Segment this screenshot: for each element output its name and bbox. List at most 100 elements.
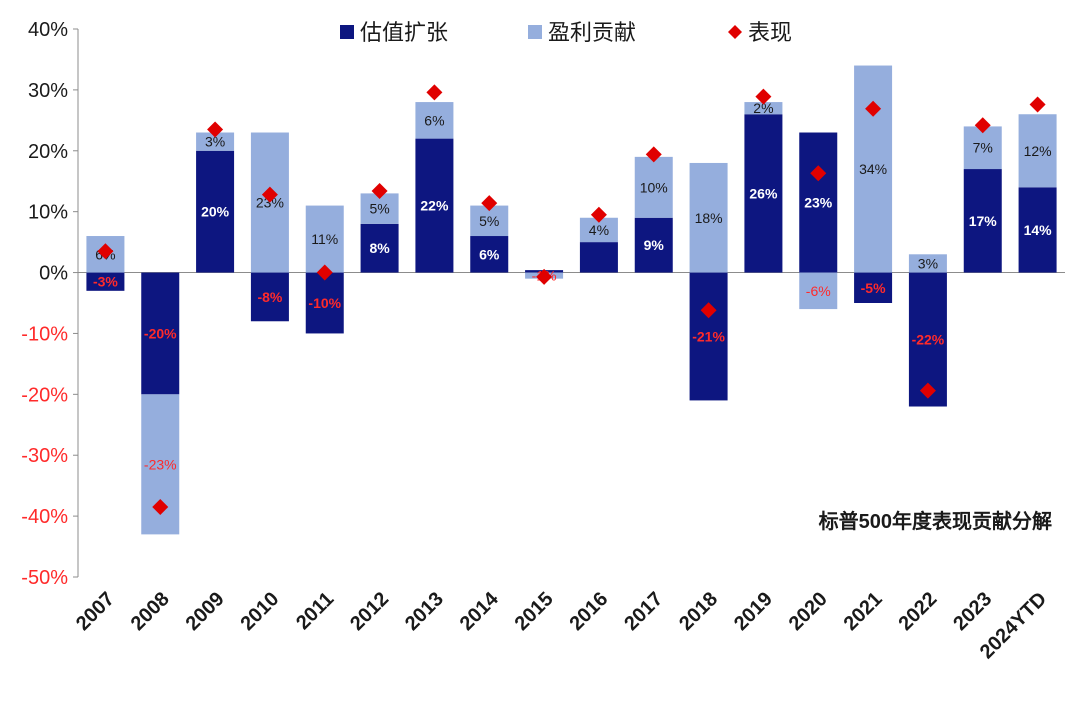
valuation-bar: [196, 150, 235, 273]
valuation-data-label: -10%: [308, 295, 341, 311]
earnings-data-label: -23%: [144, 456, 177, 472]
legend: 估值扩张 盈利贡献 表现: [340, 20, 792, 45]
performance-marker: [426, 84, 443, 101]
x-tick-label: 2014: [456, 587, 504, 635]
earnings-data-label: 12%: [1024, 143, 1052, 159]
valuation-bar: [250, 272, 289, 322]
earnings-data-label: 5%: [479, 213, 499, 229]
x-tick-label: 2015: [511, 588, 558, 635]
earnings-data-label: 4%: [589, 222, 609, 238]
chart-annotation: 标普500年度表现贡献分解: [819, 509, 1052, 533]
y-tick-label: -20%: [21, 384, 68, 406]
legend-swatch: [528, 25, 542, 39]
valuation-data-label: 8%: [369, 240, 390, 256]
valuation-bar: [744, 114, 783, 273]
earnings-data-label: 3%: [918, 255, 938, 271]
valuation-data-label: 22%: [420, 198, 449, 214]
x-tick-label: 2010: [236, 588, 283, 635]
valuation-bar: [141, 272, 180, 395]
performance-marker: [97, 243, 114, 260]
valuation-bar: [1018, 187, 1057, 273]
earnings-data-label: 6%: [424, 112, 444, 128]
earnings-data-label: 34%: [859, 161, 887, 177]
x-tick-label: 2017: [620, 588, 667, 635]
legend-label: 估值扩张: [360, 20, 448, 45]
x-tick-label: 2011: [292, 588, 338, 634]
bar-labels: -3% 6% -20% -23% 20% 3% -8% 23% -10% 11% 8% 5% 22% 6%…: [93, 100, 1052, 472]
y-tick-label: 40%: [28, 19, 68, 41]
earnings-bar: [963, 126, 1002, 170]
valuation-bar: [799, 132, 838, 273]
y-tick-label: 20%: [28, 141, 68, 163]
legend-swatch: [340, 25, 354, 39]
legend-label: 表现: [748, 20, 792, 45]
performance-marker: [919, 382, 936, 399]
earnings-bar: [799, 272, 838, 310]
earnings-data-label: 11%: [311, 231, 338, 247]
earnings-data-label: 2%: [753, 100, 773, 116]
valuation-data-label: -3%: [93, 274, 118, 290]
performance-marker: [865, 100, 882, 117]
performance-marker: [536, 268, 553, 285]
x-tick-label: 2009: [182, 588, 229, 635]
valuation-bar: [415, 138, 454, 273]
x-tick-label: 2008: [127, 588, 174, 635]
x-tick-label: 2022: [894, 588, 941, 635]
x-tick-label: 2016: [565, 588, 612, 635]
y-tick-label: 0%: [39, 263, 68, 285]
valuation-data-label: -22%: [912, 332, 945, 348]
earnings-data-label: 3%: [205, 134, 225, 150]
earnings-bar: [415, 102, 454, 139]
valuation-data-label: 26%: [749, 185, 778, 201]
bars: [86, 65, 1057, 535]
performance-marker: [1029, 96, 1046, 113]
performance-marker: [755, 88, 772, 105]
y-tick-label: -30%: [21, 445, 68, 467]
valuation-bar: [360, 223, 399, 273]
valuation-data-label: 14%: [1024, 222, 1053, 238]
valuation-bar: [470, 236, 509, 273]
performance-marker: [590, 206, 607, 223]
performance-marker: [645, 146, 662, 163]
earnings-data-label: 7%: [973, 140, 993, 156]
x-tick-label: 2021: [840, 588, 887, 635]
performance-marker: [810, 165, 827, 182]
x-tick-label: 2018: [675, 588, 722, 635]
valuation-bar: [86, 272, 125, 291]
valuation-data-label: -8%: [257, 289, 282, 305]
x-tick-label: 2013: [401, 588, 448, 635]
earnings-bar: [744, 102, 783, 115]
performance-marker: [371, 182, 388, 199]
x-tick-label: 2007: [72, 588, 119, 635]
valuation-bar: [963, 169, 1002, 273]
valuation-data-label: -21%: [692, 328, 725, 344]
earnings-bar: [908, 254, 947, 273]
legend-swatch: [728, 25, 742, 39]
performance-marker: [261, 186, 278, 203]
x-tick-label: 2020: [785, 588, 832, 635]
valuation-bar: [305, 272, 344, 334]
performance-markers: [97, 84, 1046, 515]
valuation-bar: [579, 242, 618, 273]
valuation-data-label: 17%: [969, 213, 998, 229]
valuation-bar: [689, 272, 728, 401]
valuation-data-label: 9%: [644, 237, 665, 253]
performance-marker: [316, 264, 333, 281]
performance-marker: [481, 195, 498, 212]
earnings-data-label: -6%: [806, 283, 831, 299]
performance-marker: [700, 302, 717, 319]
valuation-bar: [854, 272, 893, 303]
y-tick-label: 10%: [28, 202, 68, 224]
y-tick-label: -10%: [21, 323, 68, 345]
x-tick-label: 2012: [346, 588, 393, 635]
valuation-data-label: 20%: [201, 204, 230, 220]
legend-label: 盈利贡献: [548, 20, 636, 45]
earnings-bar: [689, 162, 728, 273]
x-tick-label: 2023: [949, 588, 996, 635]
earnings-bar: [196, 132, 235, 151]
earnings-bar: [854, 65, 893, 273]
y-tick-label: 30%: [28, 80, 68, 102]
x-tick-label: 2019: [730, 588, 777, 635]
earnings-data-label: 10%: [640, 179, 668, 195]
